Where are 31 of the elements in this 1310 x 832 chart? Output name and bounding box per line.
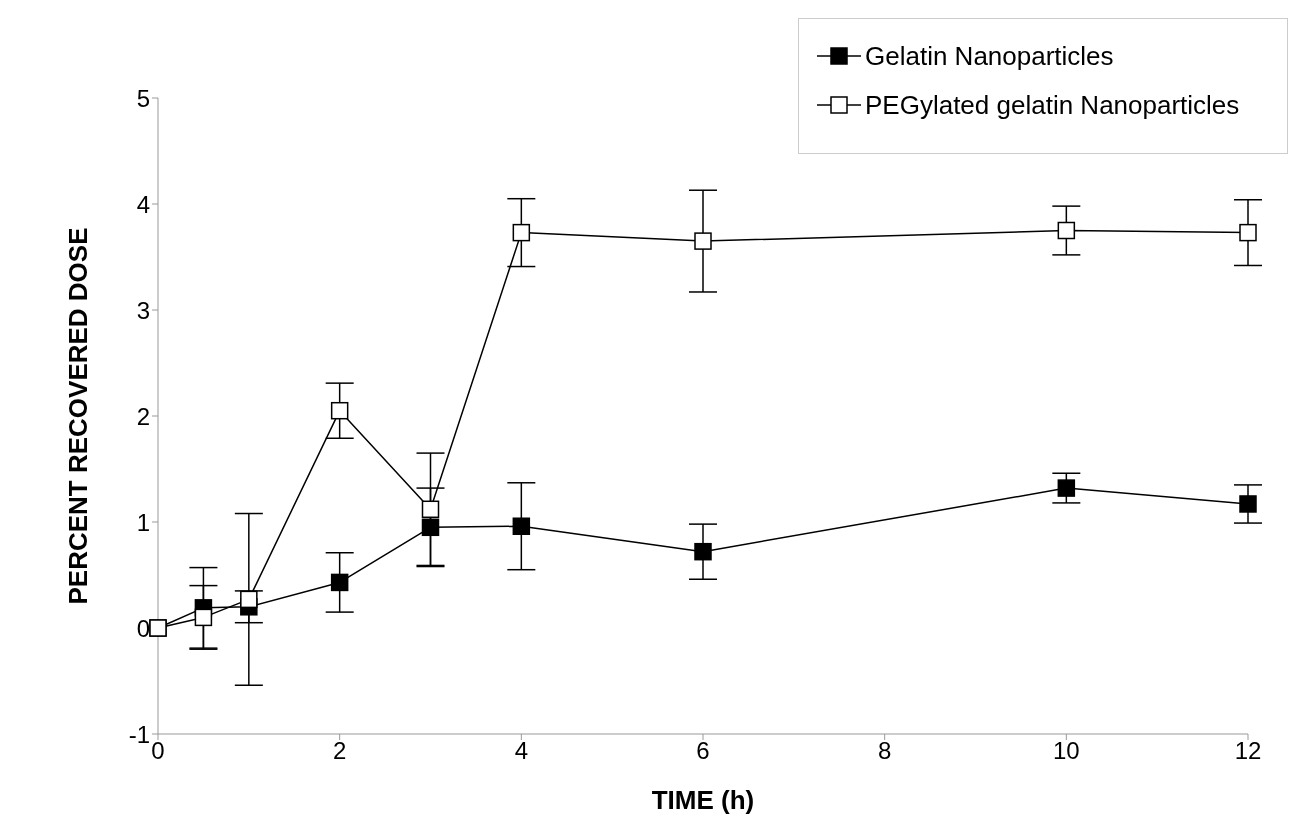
x-axis-title: TIME (h) [651,785,755,815]
point [512,223,531,242]
y-tick-label: 5 [136,84,150,112]
y-tick-label: 1 [136,508,150,536]
point [1239,223,1257,242]
y-tick-label: -1 [128,720,150,748]
x-tick-label: 6 [696,737,710,765]
point [330,401,349,420]
point [694,542,712,561]
point [421,500,440,519]
x-tick-label: 12 [1234,737,1262,765]
point [330,573,349,592]
y-axis-title: PERCENT RECOVERED DOSE [63,227,94,605]
point [421,518,440,537]
y-tick-label: 4 [136,190,150,218]
y-tick-label: 3 [136,296,150,324]
y-tick-label: 2 [136,402,150,430]
point [240,590,258,609]
point [512,517,531,535]
point [1239,495,1257,513]
x-tick-label: 2 [332,737,347,765]
legend-label: PEGylated gelatin Nanoparticles [865,90,1240,121]
legend-label: Gelatin Nanoparticles [865,41,1114,72]
y-tick-label: 0 [136,614,150,642]
point [1057,479,1076,497]
point [694,232,712,250]
point [1057,221,1076,240]
x-tick-label: 8 [877,737,892,765]
x-tick-label: 4 [514,737,529,765]
point [194,608,213,627]
x-tick-label: 10 [1052,737,1080,765]
